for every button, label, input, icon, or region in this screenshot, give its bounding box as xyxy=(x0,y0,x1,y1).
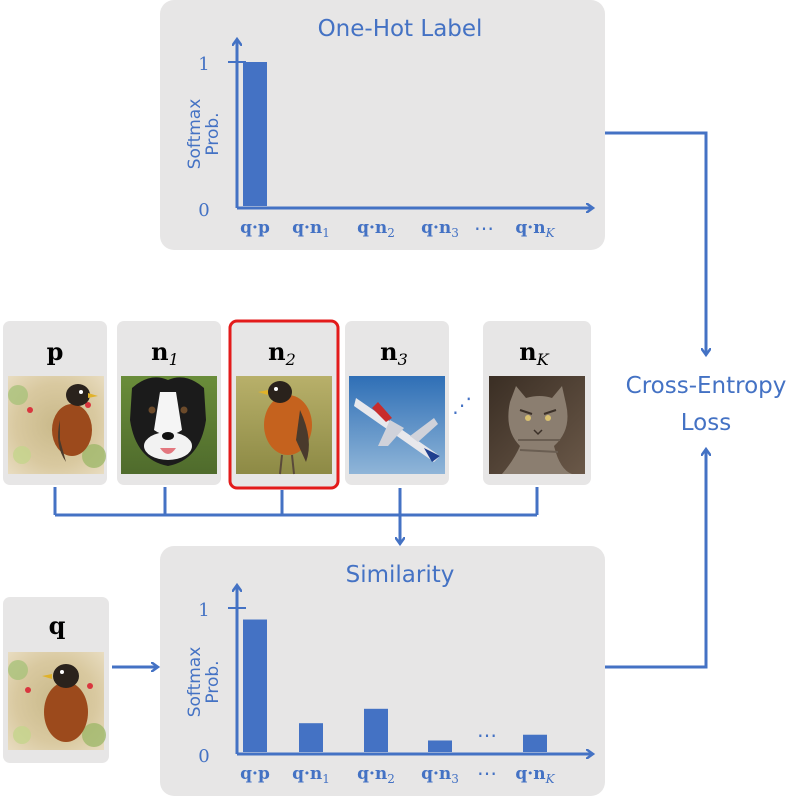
one-hot-ylabel-2: Prob. xyxy=(203,112,223,155)
xtick-0-3: q·n3 xyxy=(421,218,459,240)
card-nK: nK xyxy=(483,321,591,485)
xtick-0-2: q·n2 xyxy=(357,218,395,240)
card-q: q xyxy=(3,597,109,763)
xtick-0-1: q·n1 xyxy=(292,218,330,240)
card-nK-label: nK xyxy=(519,337,549,369)
card-n3: n3 xyxy=(345,321,449,485)
bar-1-2 xyxy=(364,708,388,752)
one-hot-bars xyxy=(243,62,267,206)
xtick-0-4: q·nK xyxy=(515,218,555,240)
loss-label: Cross-Entropy Loss xyxy=(626,373,787,436)
bar-1-4 xyxy=(523,734,547,752)
loss-line-1: Cross-Entropy xyxy=(626,373,787,399)
cat-image xyxy=(489,376,585,474)
xtick-1-1: q·n1 xyxy=(292,764,330,786)
loss-line-2: Loss xyxy=(681,410,731,436)
xtick-0-0: q·p xyxy=(240,218,270,238)
one-hot-xtick-ellipsis: ⋯ xyxy=(474,216,494,240)
card-n2: n2 xyxy=(228,319,340,490)
one-hot-ylabel-1: Softmax xyxy=(185,99,205,170)
robin-image xyxy=(8,376,106,474)
similarity-title: Similarity xyxy=(346,562,455,588)
robin-2-image xyxy=(236,376,332,475)
similarity-ylabel-2: Prob. xyxy=(203,660,223,703)
bar-1-0 xyxy=(243,619,267,752)
one-hot-panel-bg xyxy=(160,0,605,250)
card-n1-label: n1 xyxy=(151,337,179,369)
similarity-xticks: q·p q·n1 q·n2 q·n3 q·nK xyxy=(240,764,555,786)
onehot-to-loss-arrow xyxy=(605,131,706,354)
card-q-label: q xyxy=(49,611,66,640)
card-n2-label: n2 xyxy=(268,337,296,369)
one-hot-xticks: q·p q·n1 q·n2 q·n3 q·nK xyxy=(240,218,555,240)
one-hot-panel: One-Hot Label Softmax Prob. 1 0 ⋯ q·p q·n… xyxy=(160,0,605,250)
bar-1-3 xyxy=(428,740,452,752)
bar-1-1 xyxy=(299,723,323,752)
similarity-panel-bg xyxy=(160,546,605,796)
similarity-xtick-ellipsis: ⋯ xyxy=(477,761,497,785)
similarity-ylabel-1: Softmax xyxy=(185,647,205,718)
card-n3-label: n3 xyxy=(380,337,408,369)
card-p: p xyxy=(3,321,107,485)
connectors xyxy=(53,131,706,669)
cards-gap-dots: ⋰ xyxy=(452,395,472,417)
sample-cards: p n1 xyxy=(3,319,591,490)
xtick-1-2: q·n2 xyxy=(357,764,395,786)
one-hot-ytick-top: 1 xyxy=(198,54,209,75)
similarity-ytick-bottom: 0 xyxy=(198,746,209,767)
robin-query-image xyxy=(8,652,106,750)
similarity-ytick-top: 1 xyxy=(198,600,209,621)
similarity-panel: Similarity Softmax Prob. 1 0 ⋯ ⋯ q·p q·n1… xyxy=(160,546,605,796)
one-hot-ytick-bottom: 0 xyxy=(198,200,209,221)
xtick-1-4: q·nK xyxy=(515,764,555,786)
one-hot-title: One-Hot Label xyxy=(318,16,483,42)
similarity-bar-ellipsis: ⋯ xyxy=(477,723,497,747)
similarity-to-loss-arrow xyxy=(605,450,706,669)
bar-0-0 xyxy=(243,62,267,206)
xtick-1-0: q·p xyxy=(240,764,270,784)
card-p-label: p xyxy=(47,337,64,366)
jet-image xyxy=(349,376,445,474)
xtick-1-3: q·n3 xyxy=(421,764,459,786)
similarity-bars xyxy=(243,619,547,752)
card-n1: n1 xyxy=(117,321,221,485)
dog-image xyxy=(121,376,217,474)
